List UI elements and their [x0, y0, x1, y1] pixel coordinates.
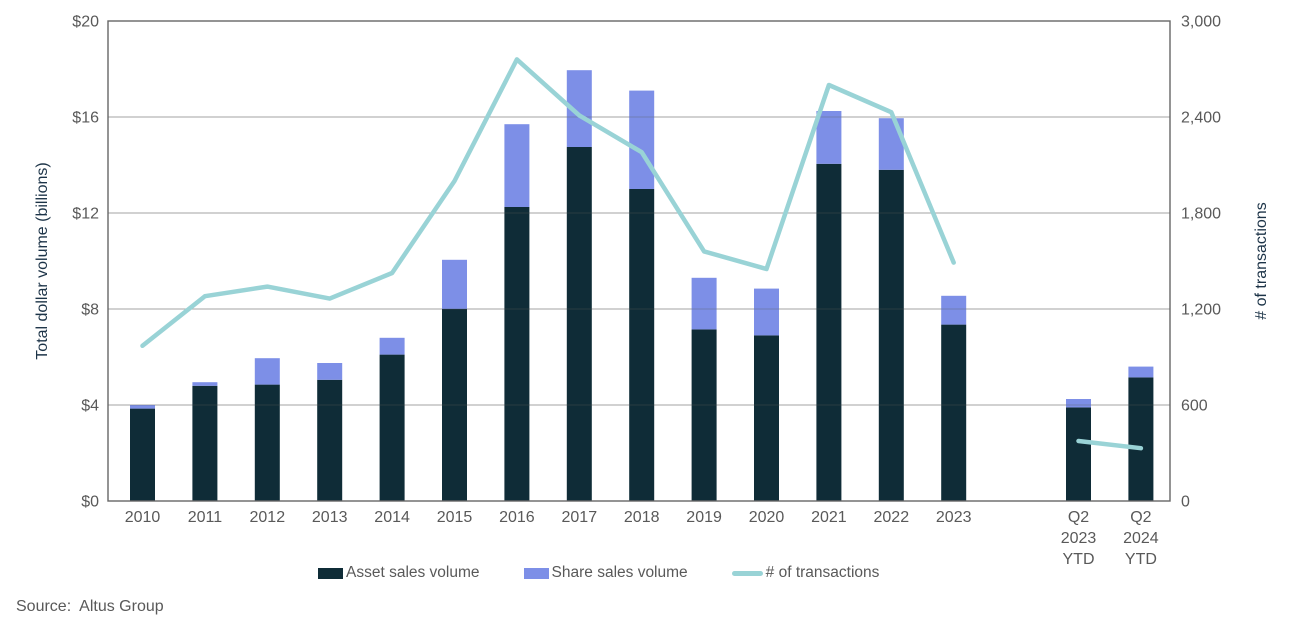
bar-share-2021 [816, 111, 842, 164]
transactions-line-segment-1 [1076, 438, 1144, 451]
x-axis-tick-2018: 2018 [624, 509, 660, 526]
combo-chart-canvas: $0 $4 $8 $12 $16 $20 0 600 1,200 1,800 2,400 3,000 2… [34, 14, 1270, 569]
y-axis-left-tick: $0 [81, 494, 99, 511]
y-axis-right-tick: 1,200 [1181, 302, 1221, 319]
y-axis-right-tick: 600 [1181, 398, 1208, 415]
bar-share-2023 [941, 295, 967, 325]
bar-asset-2020 [754, 335, 779, 501]
x-axis-tick-2022: 2022 [874, 509, 910, 526]
y-axis-right-title: # of transactions [1253, 202, 1270, 319]
bar-asset-2019 [691, 329, 717, 501]
bar-asset-Q2 2024 YTD [1128, 377, 1154, 501]
x-axis-tick-2017: 2017 [562, 509, 598, 526]
x-axis-tick-Q2 2024 YTD: YTD [1125, 551, 1157, 568]
bar-asset-2016 [504, 207, 530, 501]
y-axis-left-tick: $16 [72, 110, 99, 127]
bar-share-2018 [629, 90, 655, 189]
y-axis-right-tick: 1,800 [1181, 206, 1221, 223]
bar-share-2019 [691, 277, 717, 330]
y-axis-right-tick: 0 [1181, 494, 1190, 511]
x-axis-tick-2019: 2019 [686, 509, 722, 526]
bar-asset-2011 [192, 385, 218, 501]
bar-share-2015 [442, 259, 467, 309]
legend-item-share-sales: Share sales volume [523, 564, 688, 582]
plot-frame [107, 20, 1171, 502]
x-axis-tick-2016: 2016 [499, 509, 535, 526]
bar-share-2013 [317, 363, 343, 380]
y-axis-left-tick: $4 [81, 398, 99, 415]
transactions-line-segment-0 [140, 57, 956, 349]
bar-asset-Q2 2023 YTD [1066, 407, 1091, 501]
x-axis-tick-Q2 2024 YTD: 2024 [1123, 530, 1159, 547]
asset-sales-swatch-icon [318, 567, 343, 579]
legend-label-asset-sales: Asset sales volume [346, 564, 480, 581]
bar-asset-2022 [878, 169, 904, 502]
y-axis-right-tick: 2,400 [1181, 110, 1221, 127]
bar-asset-2015 [442, 309, 467, 501]
x-axis-tick-2010: 2010 [125, 509, 161, 526]
x-axis-tick-2011: 2011 [188, 509, 223, 526]
x-axis-tick-2023: 2023 [936, 509, 972, 526]
y-axis-right-tick: 3,000 [1181, 14, 1221, 31]
bar-share-2010 [130, 405, 155, 409]
legend-label-share-sales: Share sales volume [551, 564, 688, 581]
chart-legend: Asset sales volume Share sales volume # … [318, 564, 879, 582]
bar-share-2012 [254, 358, 280, 385]
x-axis-tick-Q2 2024 YTD: Q2 [1130, 509, 1151, 526]
bar-share-2016 [504, 124, 530, 207]
x-axis-tick-2020: 2020 [749, 509, 785, 526]
transactions-line-swatch-icon [731, 570, 763, 576]
x-axis-tick-Q2 2023 YTD: YTD [1063, 551, 1095, 568]
bar-share-Q2 2023 YTD [1066, 399, 1091, 408]
legend-item-transactions: # of transactions [731, 564, 880, 582]
bar-share-Q2 2024 YTD [1128, 366, 1154, 378]
legend-label-transactions: # of transactions [765, 564, 880, 581]
bar-share-2022 [878, 118, 904, 170]
bar-share-2014 [379, 337, 405, 355]
bar-asset-2012 [254, 384, 280, 501]
x-axis-tick-Q2 2023 YTD: Q2 [1068, 509, 1089, 526]
x-axis-tick-2015: 2015 [437, 509, 473, 526]
x-axis-tick-2021: 2021 [811, 509, 847, 526]
bar-asset-2017 [566, 147, 592, 501]
bar-asset-2023 [941, 324, 967, 501]
y-axis-left-title: Total dollar volume (billions) [34, 162, 51, 359]
y-axis-left-tick: $8 [81, 302, 99, 319]
bar-asset-2018 [629, 189, 655, 501]
bar-asset-2014 [379, 354, 405, 501]
bar-asset-2010 [130, 408, 155, 501]
bar-asset-2021 [816, 163, 842, 502]
bar-asset-2013 [317, 379, 343, 501]
y-axis-left-tick: $20 [72, 14, 99, 31]
bar-share-2020 [754, 288, 779, 336]
legend-item-asset-sales: Asset sales volume [318, 564, 480, 582]
share-sales-swatch-icon [523, 567, 549, 579]
x-axis-tick-2012: 2012 [250, 509, 286, 526]
x-axis-tick-2014: 2014 [374, 509, 410, 526]
y-axis-left-tick: $12 [72, 206, 99, 223]
source-note: Source: Altus Group [16, 598, 164, 615]
x-axis-tick-2013: 2013 [312, 509, 348, 526]
bar-share-2011 [192, 382, 218, 386]
x-axis-tick-Q2 2023 YTD: 2023 [1061, 530, 1097, 547]
